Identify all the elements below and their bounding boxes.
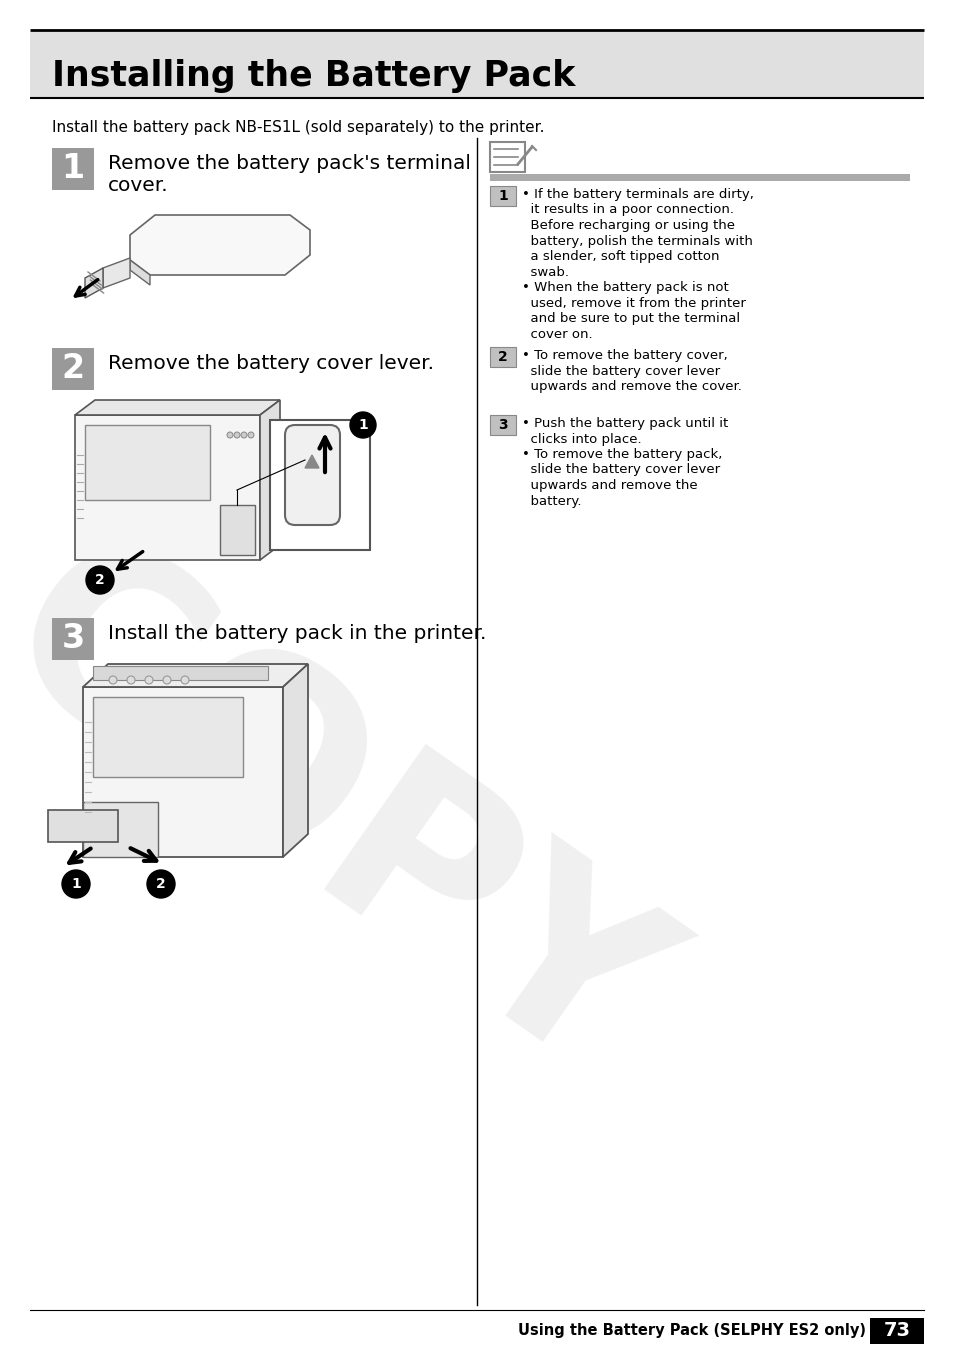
- Text: slide the battery cover lever: slide the battery cover lever: [521, 464, 720, 476]
- Text: clicks into place.: clicks into place.: [521, 433, 641, 446]
- Text: battery.: battery.: [521, 495, 581, 507]
- Text: 3: 3: [497, 418, 507, 433]
- Bar: [490, 174, 909, 181]
- Text: swab.: swab.: [521, 265, 568, 279]
- Circle shape: [62, 869, 90, 898]
- Circle shape: [248, 433, 253, 438]
- Circle shape: [241, 433, 247, 438]
- Text: Install the battery pack in the printer.: Install the battery pack in the printer.: [108, 625, 486, 644]
- Bar: [490, 347, 516, 366]
- Text: 1: 1: [61, 153, 85, 185]
- Text: 3: 3: [61, 622, 85, 656]
- Polygon shape: [103, 258, 130, 288]
- Polygon shape: [283, 664, 308, 857]
- Text: it results in a poor connection.: it results in a poor connection.: [521, 204, 733, 216]
- Text: upwards and remove the cover.: upwards and remove the cover.: [521, 380, 741, 393]
- Text: 1: 1: [71, 877, 81, 891]
- Text: Remove the battery cover lever.: Remove the battery cover lever.: [108, 354, 434, 373]
- Polygon shape: [85, 268, 103, 297]
- Text: Install the battery pack NB-ES1L (sold separately) to the printer.: Install the battery pack NB-ES1L (sold s…: [52, 120, 544, 135]
- Text: • To remove the battery cover,: • To remove the battery cover,: [521, 349, 727, 362]
- Text: cover.: cover.: [108, 176, 169, 195]
- Text: • When the battery pack is not: • When the battery pack is not: [521, 281, 728, 293]
- Bar: [92, 698, 243, 777]
- Text: slide the battery cover lever: slide the battery cover lever: [521, 365, 720, 377]
- Bar: [92, 667, 268, 680]
- Bar: [490, 187, 516, 206]
- Text: 2: 2: [497, 350, 507, 364]
- Circle shape: [227, 433, 233, 438]
- Text: 1: 1: [357, 418, 368, 433]
- Circle shape: [147, 869, 174, 898]
- Text: battery, polish the terminals with: battery, polish the terminals with: [521, 234, 752, 247]
- Polygon shape: [305, 456, 318, 468]
- Text: 73: 73: [882, 1321, 909, 1340]
- Bar: [52, 347, 94, 389]
- Bar: [85, 425, 210, 500]
- FancyBboxPatch shape: [285, 425, 339, 525]
- Text: 1: 1: [497, 189, 507, 203]
- Bar: [270, 420, 370, 550]
- Text: Before recharging or using the: Before recharging or using the: [521, 219, 734, 233]
- Text: • If the battery terminals are dirty,: • If the battery terminals are dirty,: [521, 188, 753, 201]
- Text: and be sure to put the terminal: and be sure to put the terminal: [521, 312, 740, 324]
- Text: 2: 2: [156, 877, 166, 891]
- Bar: [52, 147, 94, 191]
- Text: upwards and remove the: upwards and remove the: [521, 479, 697, 492]
- Text: Remove the battery pack's terminal: Remove the battery pack's terminal: [108, 154, 471, 173]
- Polygon shape: [130, 215, 310, 274]
- Polygon shape: [48, 810, 118, 842]
- Text: • To remove the battery pack,: • To remove the battery pack,: [521, 448, 721, 461]
- Text: used, remove it from the printer: used, remove it from the printer: [521, 296, 745, 310]
- Polygon shape: [83, 664, 308, 687]
- Circle shape: [109, 676, 117, 684]
- Polygon shape: [75, 400, 280, 415]
- Circle shape: [350, 412, 375, 438]
- Text: a slender, soft tipped cotton: a slender, soft tipped cotton: [521, 250, 719, 264]
- Bar: [52, 618, 94, 660]
- Text: cover on.: cover on.: [521, 327, 592, 341]
- Text: 2: 2: [61, 353, 85, 385]
- Circle shape: [181, 676, 189, 684]
- Polygon shape: [83, 687, 283, 857]
- Polygon shape: [130, 260, 150, 285]
- Circle shape: [127, 676, 135, 684]
- Circle shape: [145, 676, 152, 684]
- Text: COPY: COPY: [0, 511, 700, 1129]
- Circle shape: [86, 566, 113, 594]
- Text: Using the Battery Pack (SELPHY ES2 only): Using the Battery Pack (SELPHY ES2 only): [517, 1324, 865, 1338]
- Bar: [220, 506, 254, 556]
- Bar: [490, 142, 524, 172]
- Text: Installing the Battery Pack: Installing the Battery Pack: [52, 59, 575, 93]
- Bar: [869, 1318, 923, 1344]
- Text: 2: 2: [95, 573, 105, 587]
- Text: • Push the battery pack until it: • Push the battery pack until it: [521, 416, 727, 430]
- Bar: [30, 32, 923, 97]
- Polygon shape: [75, 415, 260, 560]
- Circle shape: [163, 676, 171, 684]
- Circle shape: [233, 433, 240, 438]
- Polygon shape: [260, 400, 280, 560]
- Bar: [490, 415, 516, 435]
- Polygon shape: [83, 802, 158, 857]
